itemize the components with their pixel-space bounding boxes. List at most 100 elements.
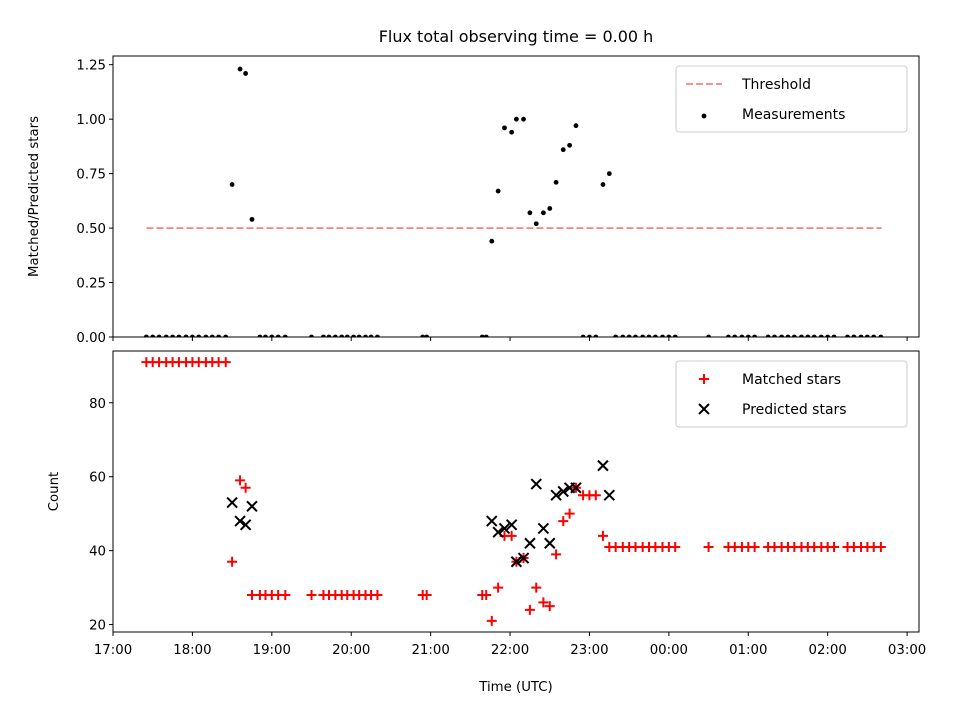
x-tick-label: 23:00 — [570, 643, 608, 658]
matched-star-point — [227, 556, 238, 567]
predicted-star-point — [517, 552, 530, 564]
predicted-star-point — [544, 537, 556, 549]
measurement-point — [351, 334, 357, 337]
layer-axes: 0.00 0.25 0.50 0.75 1.00 1.25 Matched/Predicte… — [27, 27, 926, 695]
measurement-point — [864, 334, 870, 337]
measurement-point — [229, 182, 235, 187]
measurement-point — [495, 188, 501, 194]
legend-plus-marker — [699, 374, 709, 384]
matched-star-point — [531, 582, 542, 593]
chart-title: Flux total observing time = 0.00 h — [379, 27, 654, 46]
measurement-point — [263, 334, 268, 337]
measurement-point — [560, 147, 566, 153]
measurement-point — [573, 123, 579, 129]
measurement-point — [502, 125, 507, 131]
legend-dot-marker — [701, 113, 707, 119]
matched-star-point — [421, 590, 432, 601]
measurement-point — [344, 334, 350, 337]
measurement-point — [521, 116, 526, 122]
measurement-point — [527, 210, 533, 216]
matched-star-point — [524, 604, 535, 615]
measurement-point — [620, 334, 626, 337]
measurement-point — [203, 334, 209, 337]
measurement-point — [626, 334, 632, 337]
predicted-star-point — [550, 489, 562, 501]
matched-star-point — [306, 590, 317, 601]
axes-frame-2 — [112, 350, 920, 633]
y-tick-label: 0.50 — [76, 222, 106, 237]
measurement-point — [613, 334, 619, 337]
measurement-point — [540, 210, 546, 216]
measurement-point — [818, 334, 824, 337]
measurement-point — [633, 334, 638, 337]
measurement-point — [567, 142, 573, 148]
legend-box — [675, 360, 908, 428]
measurement-point — [845, 334, 850, 337]
matched-star-point — [597, 530, 608, 541]
predicted-star-point — [234, 515, 246, 527]
measurement-point — [375, 334, 380, 337]
matched-star-point — [280, 590, 291, 601]
matched-star-point — [220, 357, 231, 368]
predicted-star-point — [226, 496, 238, 509]
measurement-point — [825, 334, 831, 337]
measurement-point — [858, 334, 864, 337]
y-tick-label: 40 — [89, 545, 106, 560]
measurement-point — [726, 334, 731, 337]
y-axis-label: Count — [47, 472, 62, 512]
measurement-point — [878, 334, 884, 337]
measurement-point — [143, 334, 149, 337]
measurement-point — [779, 334, 785, 337]
y-tick-label: 1.00 — [76, 113, 106, 128]
x-tick-label: 22:00 — [491, 643, 529, 658]
measurement-point — [321, 334, 326, 337]
measurement-point — [363, 334, 368, 337]
measurement-point — [580, 334, 586, 337]
matched-star-point — [551, 549, 562, 560]
measurement-point — [170, 334, 175, 337]
panel-1-marks — [143, 66, 884, 337]
matched-star-point — [481, 590, 492, 601]
measurement-point — [553, 179, 559, 185]
layer-legends: Threshold Measurements Matched stars Predic… — [675, 65, 908, 428]
x-tick-label: 01:00 — [729, 643, 767, 658]
x-tick-label: 20:00 — [332, 643, 370, 658]
measurement-point — [489, 238, 495, 244]
legend-label: Predicted stars — [742, 402, 847, 418]
measurement-point — [269, 334, 275, 337]
predicted-star-point — [597, 459, 609, 472]
predicted-star-point — [505, 519, 518, 531]
measurement-point — [275, 334, 281, 337]
measurement-point — [257, 334, 263, 337]
predicted-star-point — [557, 485, 569, 498]
measurement-point — [811, 334, 817, 337]
x-tick-label: 18:00 — [173, 643, 211, 658]
predicted-star-point — [537, 522, 550, 535]
measurement-point — [479, 334, 485, 337]
measurement-point — [547, 206, 553, 211]
matched-star-point — [538, 597, 549, 608]
predicted-star-point — [530, 478, 542, 490]
layer-marks — [141, 66, 886, 626]
legend-label: Measurements — [742, 107, 845, 123]
legend-2: Matched stars Predicted stars — [675, 360, 908, 428]
measurement-point — [871, 334, 877, 337]
predicted-star-point — [246, 500, 258, 512]
measurement-point — [332, 334, 338, 337]
measurement-point — [509, 129, 515, 135]
matched-star-point — [235, 475, 246, 486]
measurement-point — [176, 334, 182, 337]
predicted-star-point — [239, 519, 252, 531]
measurement-point — [216, 334, 222, 337]
legend-label: Threshold — [741, 77, 811, 93]
x-tick-label: 17:00 — [94, 643, 132, 658]
measurement-point — [150, 334, 156, 337]
measurement-point — [646, 334, 652, 337]
measurement-point — [791, 334, 797, 337]
x-tick-label: 02:00 — [809, 643, 847, 658]
layer-frames — [113, 56, 919, 632]
measurement-point — [190, 334, 195, 337]
measurement-point — [356, 334, 362, 337]
y-tick-label: 20 — [89, 619, 106, 634]
